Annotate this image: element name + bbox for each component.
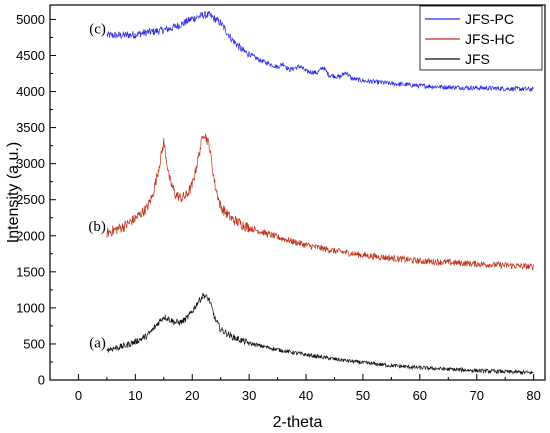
legend-label-jfs-hc: JFS-HC xyxy=(465,31,515,47)
x-tick-label-1: 10 xyxy=(128,388,142,403)
plot-border xyxy=(49,4,546,381)
x-axis-title: 2-theta xyxy=(273,414,323,431)
x-tick-label-8: 80 xyxy=(526,388,540,403)
y-tick-label-0: 0 xyxy=(38,373,45,388)
series-annotation-jfs-hc: (b) xyxy=(88,219,106,235)
y-tick-label-5: 2500 xyxy=(16,192,45,207)
y-tick-label-6: 3000 xyxy=(16,156,45,171)
series-annotation-jfs: (a) xyxy=(89,336,106,352)
x-tick-label-6: 60 xyxy=(413,388,427,403)
axis-ticks: 0 10 20 30 40 50 60 70 80 0 500 1000 1500 2000 2500 300… xyxy=(16,12,541,403)
series-annotation-jfs-pc: (c) xyxy=(89,21,106,37)
x-tick-label-7: 70 xyxy=(469,388,483,403)
y-tick-label-8: 4000 xyxy=(16,84,45,99)
series-line-jfs xyxy=(106,292,534,376)
legend-label-jfs: JFS xyxy=(465,51,490,67)
series-annotations: (c) (b) (a) xyxy=(88,21,106,351)
plot-frame xyxy=(49,4,546,381)
x-tick-label-0: 0 xyxy=(75,388,82,403)
x-tick-label-2: 20 xyxy=(185,388,199,403)
x-tick-label-3: 30 xyxy=(242,388,256,403)
y-tick-label-4: 2000 xyxy=(16,228,45,243)
y-tick-label-7: 3500 xyxy=(16,120,45,135)
x-tick-label-5: 50 xyxy=(356,388,370,403)
legend-label-jfs-pc: JFS-PC xyxy=(465,11,514,27)
series-lines xyxy=(106,10,534,376)
y-tick-label-2: 1000 xyxy=(16,300,45,315)
series-line-jfs-pc xyxy=(106,10,534,92)
y-tick-label-10: 5000 xyxy=(16,12,45,27)
y-tick-label-1: 500 xyxy=(23,336,45,351)
series-line-jfs-hc xyxy=(106,133,534,271)
y-axis-title: Intensity (a.u.) xyxy=(5,142,22,243)
x-tick-label-4: 40 xyxy=(299,388,313,403)
y-tick-label-3: 1500 xyxy=(16,264,45,279)
y-tick-label-9: 4500 xyxy=(16,48,45,63)
legend: JFS-PC JFS-HC JFS xyxy=(419,5,543,71)
